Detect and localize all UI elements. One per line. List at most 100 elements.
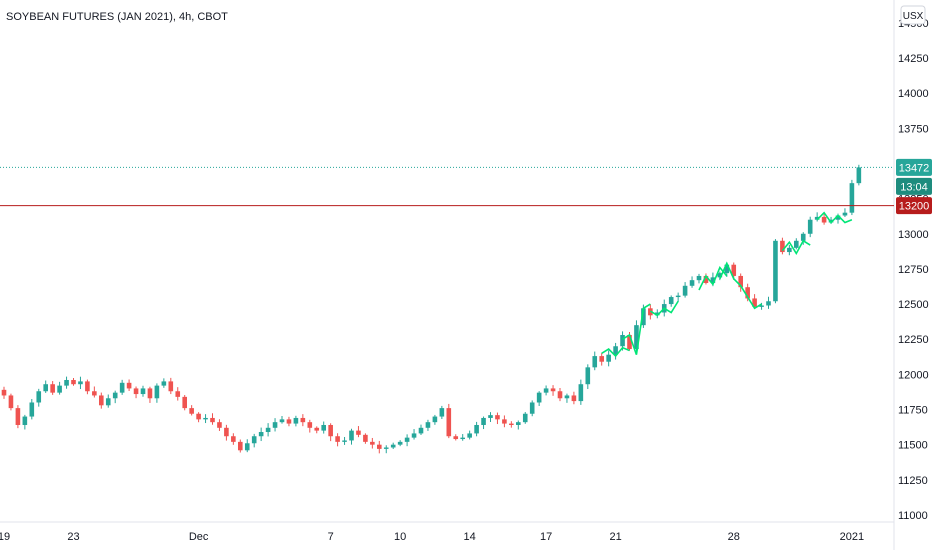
candle-down (627, 335, 632, 350)
candle-up (592, 356, 598, 368)
trend-drawing[interactable] (698, 265, 728, 291)
candle-down (286, 419, 292, 424)
candle-up (807, 219, 813, 234)
candle-down (446, 408, 452, 437)
candle-down (99, 395, 104, 406)
candle-up (119, 382, 125, 393)
candle-up (265, 427, 271, 433)
candle-up (418, 427, 424, 434)
candle-up (856, 167, 862, 184)
candle-up (258, 432, 264, 437)
candle-up (849, 183, 855, 213)
price-tick-label: 12250 (898, 334, 929, 346)
trend-drawing[interactable] (781, 239, 811, 256)
candle-up (460, 437, 465, 440)
price-tick-label: 12750 (898, 264, 929, 276)
candle-up (842, 212, 848, 216)
candle-down (15, 408, 21, 425)
trend-drawing[interactable] (816, 211, 853, 224)
resistance-label: 13200 (899, 201, 930, 213)
candle-down (731, 264, 737, 276)
trend-drawing[interactable] (622, 303, 651, 355)
candle-down (175, 391, 181, 397)
time-axis-ticks: 19 23 Dec 7 10 14 17 21 28 2021 (0, 531, 864, 543)
trend-drawings (601, 211, 853, 358)
price-tick-label: 11500 (898, 440, 928, 452)
candle-up (432, 416, 438, 423)
candle-up (724, 264, 730, 274)
candle-up (613, 346, 618, 355)
candle-down (196, 413, 201, 420)
candle-up (814, 216, 820, 220)
time-tick-label: 7 (328, 531, 334, 543)
candle-up (349, 430, 354, 441)
candle-up (689, 280, 695, 286)
trend-drawing[interactable] (719, 261, 762, 310)
resistance-tag: 13200 (896, 197, 932, 215)
candle-down (509, 423, 514, 425)
candle-up (634, 325, 639, 350)
candle-up (620, 335, 625, 347)
candle-down (1, 389, 7, 396)
candle-down (821, 216, 827, 223)
candles (1, 164, 862, 454)
candle-down (217, 422, 222, 428)
candle-up (828, 219, 834, 223)
time-tick-label: 28 (728, 531, 740, 543)
candle-down (133, 388, 139, 395)
candle-up (64, 379, 69, 386)
candle-down (307, 422, 313, 428)
candle-down (210, 417, 215, 423)
candle-up (668, 297, 674, 305)
price-tick-label: 12500 (898, 299, 929, 311)
trend-drawing[interactable] (649, 300, 679, 317)
candle-up (481, 417, 486, 425)
candle-up (641, 308, 646, 326)
candle-down (502, 419, 507, 424)
candle-up (112, 392, 118, 399)
time-tick-label: 2021 (840, 531, 864, 543)
candle-up (564, 395, 570, 399)
currency-button[interactable]: USX (900, 5, 926, 25)
candle-up (467, 433, 472, 438)
candle-down (738, 275, 743, 288)
candle-up (522, 413, 528, 423)
trend-drawing[interactable] (601, 346, 630, 358)
countdown-label: 13:04 (900, 181, 928, 193)
candle-up (36, 391, 42, 403)
candle-up (105, 398, 111, 406)
candle-up (766, 301, 771, 306)
candle-up (585, 367, 591, 385)
candle-down (182, 396, 187, 409)
candle-down (231, 436, 236, 442)
price-tick-label: 11750 (898, 405, 928, 417)
candle-up (773, 240, 778, 302)
candle-up (488, 415, 493, 418)
candle-down (168, 381, 174, 392)
price-tick-label: 13000 (898, 229, 929, 241)
candle-up (251, 436, 257, 444)
chart-title: SOYBEAN FUTURES (JAN 2021), 4h, CBOT (6, 11, 228, 23)
price-tick-label: 11250 (898, 475, 928, 487)
candle-down (85, 381, 90, 392)
candle-up (717, 273, 723, 278)
candle-up (759, 305, 764, 307)
time-tick-label: 10 (394, 531, 406, 543)
candle-down (752, 298, 757, 307)
countdown-tag: 13:04 (896, 177, 932, 195)
candle-up (279, 419, 285, 423)
candle-up (411, 433, 417, 438)
candle-down (780, 240, 785, 253)
time-tick-label: 23 (67, 531, 79, 543)
candle-up (57, 385, 62, 393)
candle-up (43, 384, 48, 392)
candle-up (78, 381, 83, 385)
candle-down (370, 441, 375, 445)
candle-up (293, 417, 299, 424)
price-tick-label: 14250 (898, 53, 929, 65)
candle-up (321, 424, 326, 431)
candle-down (571, 395, 577, 402)
candle-up (675, 295, 681, 298)
